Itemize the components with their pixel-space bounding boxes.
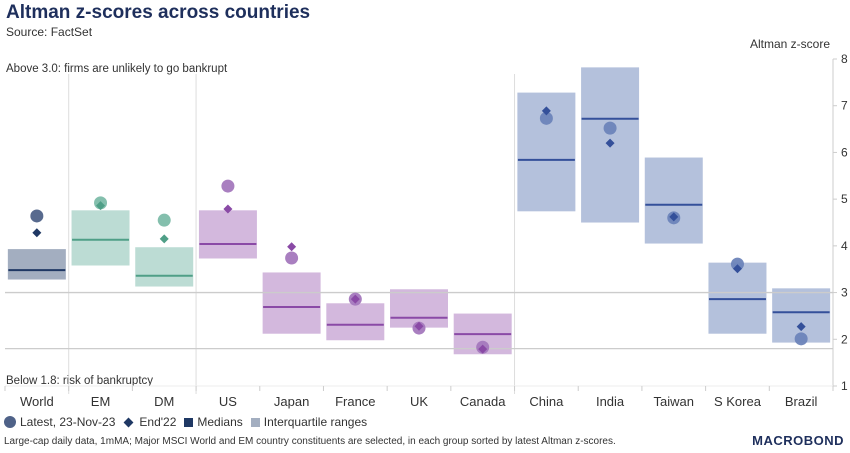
iqr-box [198,210,257,259]
end22-point [32,228,42,238]
y-tick-label: 6 [841,145,848,159]
chart-source: Source: FactSet [6,25,93,39]
x-tick-label: UK [410,394,428,409]
latest-point [730,257,744,271]
footnote: Large-cap daily data, 1mMA; Major MSCI W… [4,436,616,447]
latest-point [794,332,808,346]
x-tick-label: India [596,394,625,409]
end22-point [541,106,551,116]
iqr-box [390,289,448,328]
latest-point [157,213,171,227]
macrobond-logo: MACROBOND [752,433,844,448]
legend-end22: End'22 [139,415,177,429]
y-axis-label: Altman z-score [750,37,830,51]
x-tick-label: World [20,394,54,409]
x-tick-label: China [529,394,564,409]
end22-point [350,294,360,304]
y-tick-label: 4 [841,239,848,253]
y-tick-label: 7 [841,99,848,113]
iqr-box [71,210,130,266]
legend: Latest, 23-Nov-23 End'22 Medians Interqu… [4,415,367,429]
end22-point [478,344,488,354]
x-tick-label: EM [91,394,111,409]
end22-point [796,322,806,332]
latest-point [539,111,553,125]
x-tick-label: S Korea [714,394,762,409]
end22-point [223,204,233,214]
iqr-box [326,303,385,341]
end22-point [732,264,742,274]
y-tick-label: 5 [841,192,848,206]
end22-point [159,234,169,244]
iqr-box [7,249,66,280]
x-tick-label: Canada [460,394,506,409]
legend-iqr: Interquartile ranges [263,415,368,429]
end22-point [96,201,106,211]
y-tick-label: 8 [841,52,848,66]
end22-point [414,321,424,331]
y-tick-label: 3 [841,286,848,300]
iqr-box [644,157,703,244]
end22-point [287,242,297,252]
end22-point [605,138,615,148]
latest-point [30,209,44,223]
x-tick-label: Brazil [785,394,818,409]
legend-iqr-square-icon [250,417,260,427]
legend-diamond-icon [123,417,134,427]
chart-title: Altman z-scores across countries [6,2,311,23]
legend-latest: Latest, 23-Nov-23 [20,415,116,429]
y-tick-label: 2 [841,332,848,346]
x-tick-label: Japan [274,394,309,409]
iqr-box [262,272,321,334]
legend-circle-icon [4,416,16,428]
latest-point [221,179,235,193]
x-tick-label: DM [154,394,174,409]
end22-point [669,212,679,222]
x-tick-label: France [335,394,375,409]
latest-point [603,121,617,135]
legend-median-square-icon [184,417,194,427]
reference-label-upper: Above 3.0: firms are unlikely to go bank… [6,63,228,75]
x-tick-label: Taiwan [654,394,694,409]
iqr-box [135,247,194,287]
legend-medians: Medians [197,415,243,429]
reference-label-lower: Below 1.8: risk of bankruptcy [6,375,153,387]
x-tick-label: US [219,394,237,409]
latest-point [285,251,299,265]
y-tick-label: 1 [841,379,848,393]
